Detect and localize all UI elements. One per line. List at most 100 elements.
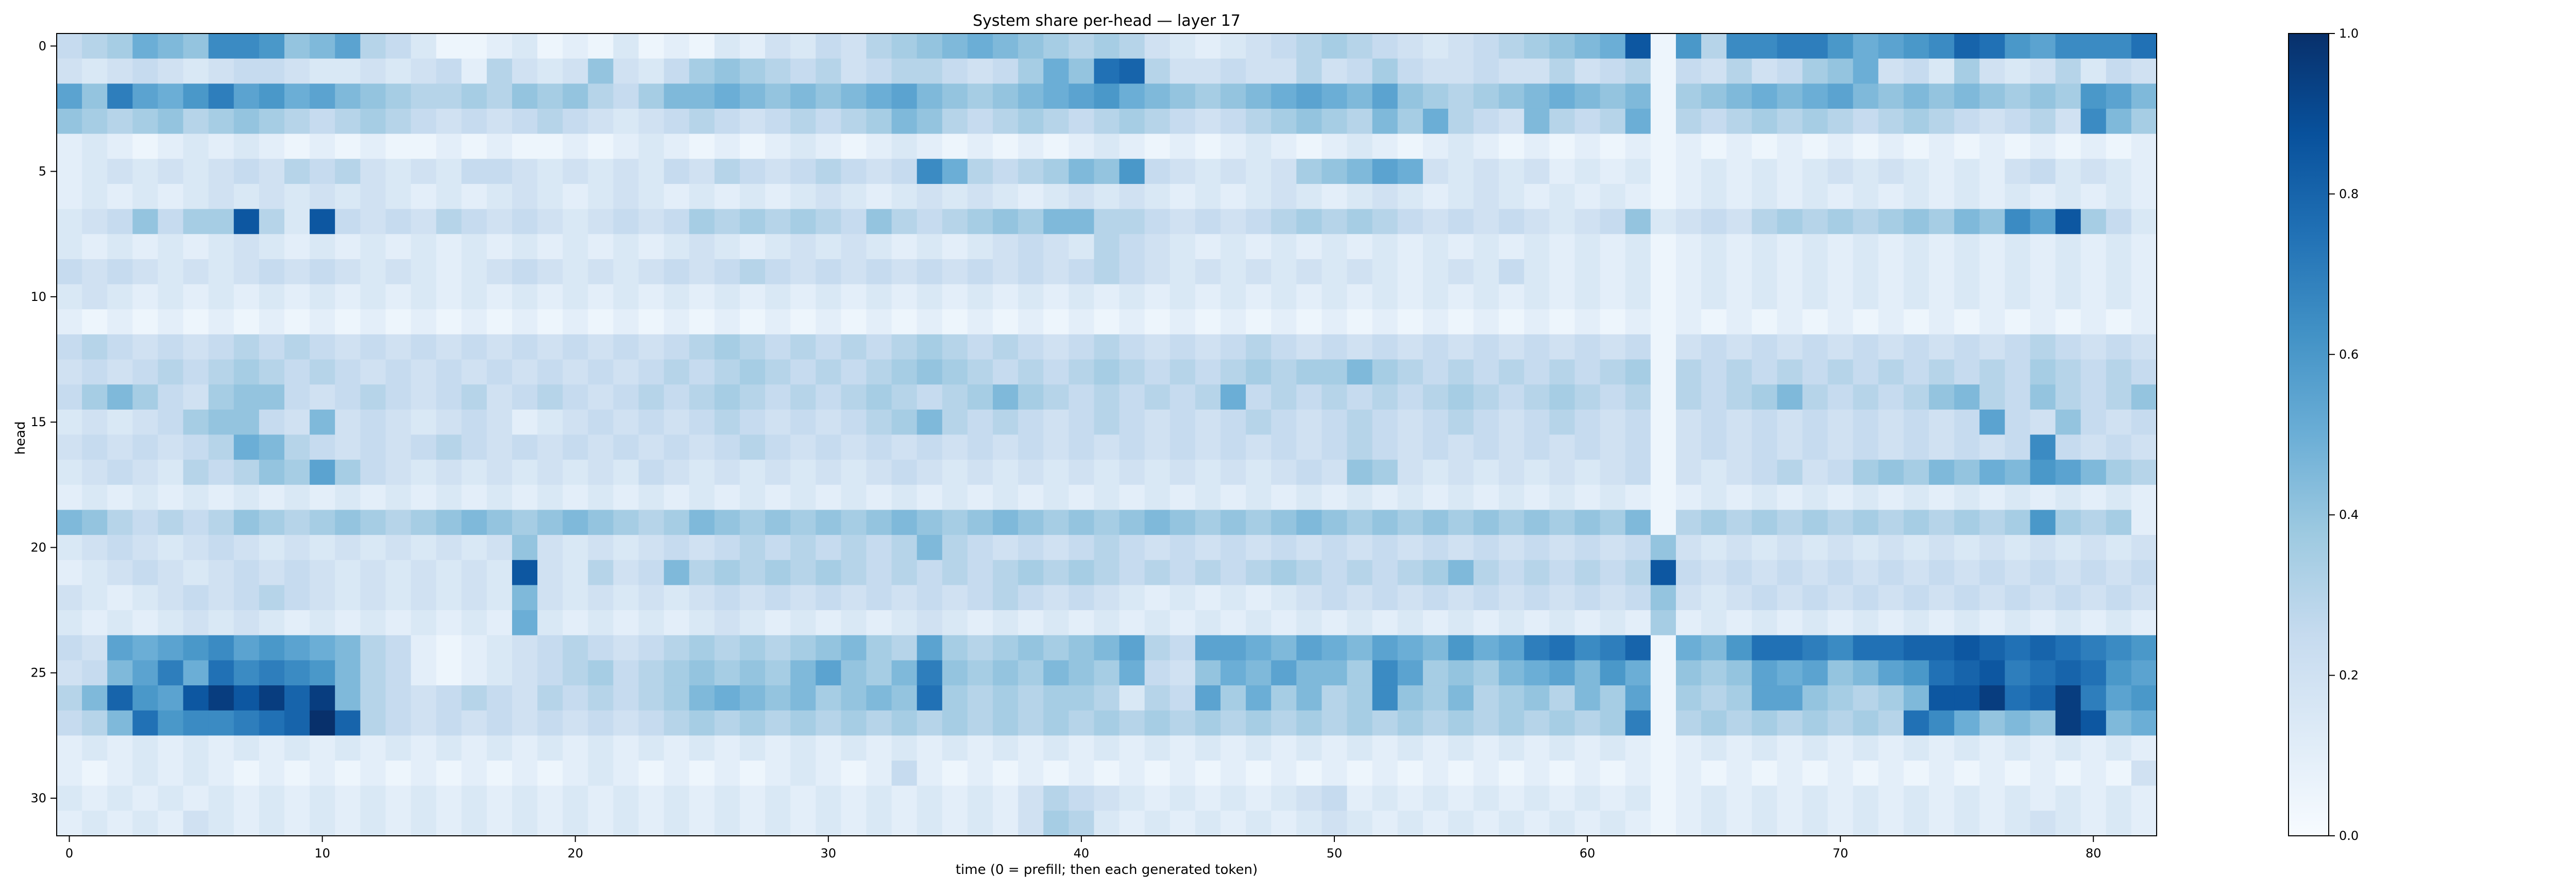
heatmap-cell <box>1499 33 1524 59</box>
heatmap-cell <box>1954 108 1980 134</box>
heatmap-cell <box>1321 359 1348 385</box>
heatmap-cell <box>866 761 892 786</box>
heatmap-cell <box>790 811 816 836</box>
heatmap-cell <box>1574 33 1601 59</box>
heatmap-cell <box>2131 159 2157 184</box>
heatmap-cell <box>233 685 260 711</box>
heatmap-cell <box>1448 33 1474 59</box>
heatmap-cell <box>816 108 841 134</box>
heatmap-cell <box>790 384 816 410</box>
heatmap-cell <box>1069 83 1095 109</box>
heatmap-cell <box>512 460 538 485</box>
heatmap-cell <box>638 811 665 836</box>
heatmap-cell <box>1625 234 1651 260</box>
heatmap-cell <box>1802 535 1828 561</box>
heatmap-cell <box>967 108 993 134</box>
heatmap-cell <box>1802 384 1828 410</box>
heatmap-cell <box>82 409 108 435</box>
heatmap-cell <box>82 108 108 134</box>
heatmap-cell <box>411 535 437 561</box>
heatmap-cell <box>689 785 715 811</box>
heatmap-cell <box>183 560 209 586</box>
heatmap-cell <box>1827 785 1854 811</box>
heatmap-cell <box>765 384 791 410</box>
heatmap-cell <box>158 484 184 511</box>
heatmap-cell <box>588 309 614 335</box>
heatmap-cell <box>1347 83 1373 109</box>
heatmap-cell <box>1752 434 1777 460</box>
heatmap-cell <box>1043 183 1069 210</box>
heatmap-cell <box>790 309 816 335</box>
heatmap-cell <box>385 309 412 335</box>
heatmap-cell <box>259 83 285 109</box>
heatmap-cell <box>1499 183 1524 210</box>
heatmap-cell <box>1043 811 1069 836</box>
heatmap-cell <box>1397 83 1423 109</box>
heatmap-cell <box>107 58 133 84</box>
heatmap-cell <box>1929 560 1955 586</box>
heatmap-cell <box>2030 234 2056 260</box>
heatmap-cell <box>613 635 639 661</box>
heatmap-cell <box>1701 209 1727 234</box>
heatmap-cell <box>1094 384 1120 410</box>
heatmap-cell <box>1372 83 1398 109</box>
heatmap-cell <box>1246 33 1272 59</box>
heatmap-cell <box>1574 409 1601 435</box>
heatmap-cell <box>588 334 614 360</box>
heatmap-cell <box>1675 384 1702 410</box>
heatmap-cell <box>917 259 943 285</box>
heatmap-cell <box>1321 460 1348 485</box>
heatmap-cell <box>2005 83 2031 109</box>
heatmap-cell <box>1246 484 1272 511</box>
heatmap-cell <box>1119 510 1145 535</box>
heatmap-cell <box>942 434 968 460</box>
heatmap-cell <box>613 334 639 360</box>
heatmap-cell <box>284 284 310 310</box>
heatmap-cell <box>1069 484 1095 511</box>
heatmap-cell <box>411 284 437 310</box>
heatmap-cell <box>1170 560 1196 586</box>
heatmap-cell <box>411 635 437 661</box>
heatmap-cell <box>259 309 285 335</box>
heatmap-cell <box>1195 685 1221 711</box>
heatmap-cell <box>1043 108 1069 134</box>
heatmap-cell <box>259 234 285 260</box>
heatmap-cell <box>967 785 993 811</box>
heatmap-cell <box>537 159 563 184</box>
heatmap-cell <box>1650 585 1676 611</box>
heatmap-cell <box>486 761 513 786</box>
heatmap-cell <box>1119 183 1145 210</box>
heatmap-cell <box>2080 234 2107 260</box>
heatmap-cell <box>1650 133 1676 159</box>
heatmap-cell <box>1903 735 1929 761</box>
heatmap-cell <box>335 710 361 736</box>
heatmap-cell <box>1144 83 1171 109</box>
heatmap-cell <box>2080 309 2107 335</box>
heatmap-cell <box>411 334 437 360</box>
heatmap-cell <box>1069 510 1095 535</box>
heatmap-cell <box>714 660 740 686</box>
heatmap-cell <box>790 761 816 786</box>
heatmap-cell <box>1018 183 1044 210</box>
heatmap-cell <box>1929 460 1955 485</box>
heatmap-cell <box>1473 660 1499 686</box>
heatmap-cell <box>1979 234 2005 260</box>
heatmap-cell <box>1726 58 1752 84</box>
heatmap-cell <box>284 710 310 736</box>
heatmap-cell <box>1524 610 1550 636</box>
heatmap-cell <box>1347 761 1373 786</box>
heatmap-cell <box>2106 660 2132 686</box>
heatmap-cell <box>360 33 386 59</box>
heatmap-cell <box>1119 735 1145 761</box>
heatmap-cell <box>107 384 133 410</box>
heatmap-cell <box>284 484 310 511</box>
heatmap-cell <box>816 785 841 811</box>
heatmap-cell <box>790 585 816 611</box>
heatmap-cell <box>486 484 513 511</box>
heatmap-cell <box>563 560 588 586</box>
heatmap-cell <box>1296 83 1323 109</box>
heatmap-cell <box>1600 133 1626 159</box>
heatmap-cell <box>790 108 816 134</box>
heatmap-cell <box>942 359 968 385</box>
heatmap-cell <box>841 735 867 761</box>
